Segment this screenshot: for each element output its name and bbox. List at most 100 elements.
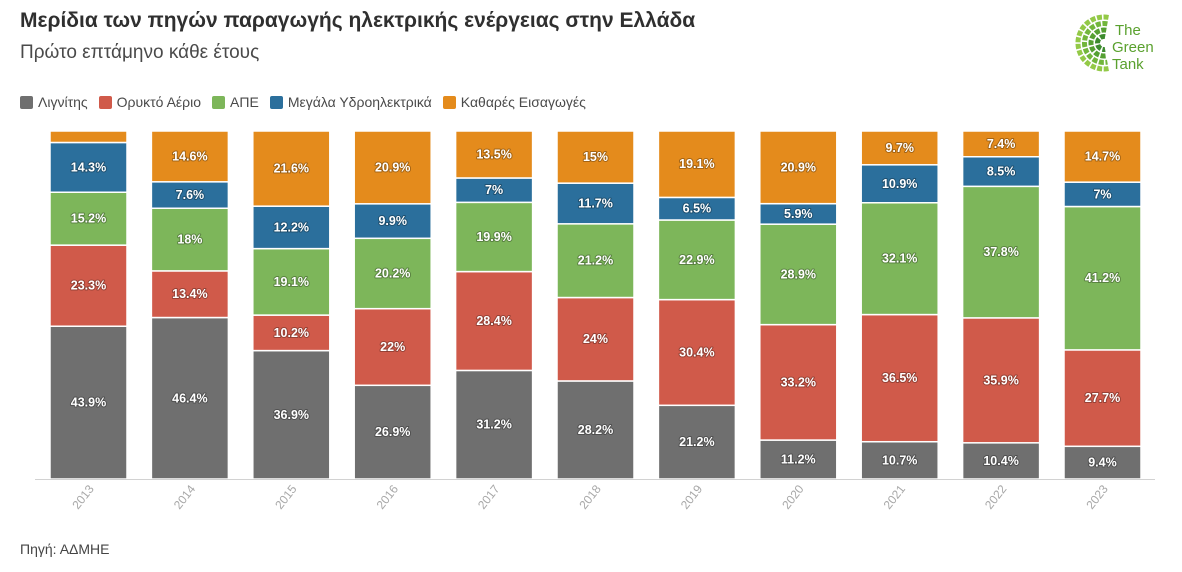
data-label-value: 20.2 <box>375 266 399 280</box>
data-label-value: 20.9 <box>781 160 805 174</box>
data-label-value: 27.7 <box>1085 391 1109 405</box>
data-label-renewables-2016: 20.2% <box>375 266 410 280</box>
data-label-value: 13.5 <box>476 147 500 161</box>
data-label-value: 43.9 <box>71 396 95 410</box>
data-label-large-hydro-2018: 11.7% <box>578 196 613 210</box>
data-label-unit: % <box>492 183 503 197</box>
logo-text-line-3: Tank <box>1112 56 1144 73</box>
data-label-value: 14.7 <box>1085 150 1109 164</box>
data-label-value: 12.2 <box>274 220 298 234</box>
bar-segment-renewables-2016 <box>353 237 432 310</box>
data-label-unit: % <box>805 375 816 389</box>
data-label-lignite-2023: 9.4% <box>1088 456 1117 470</box>
data-label-renewables-2018: 21.2% <box>578 254 613 268</box>
x-tick-label-2013: 2013 <box>69 482 97 512</box>
bar-segment-lignite-2017 <box>454 369 534 480</box>
data-label-unit: % <box>700 202 711 216</box>
data-label-net-imports-2017: 13.5% <box>476 147 511 161</box>
data-label-large-hydro-2016: 9.9% <box>378 214 407 228</box>
data-label-large-hydro-2015: 12.2% <box>274 220 309 234</box>
data-label-unit: % <box>399 160 410 174</box>
data-label-unit: % <box>1008 454 1019 468</box>
data-label-net-imports-2022: 7.4% <box>987 137 1016 151</box>
data-label-lignite-2019: 21.2% <box>679 435 714 449</box>
data-label-lignite-2013: 43.9% <box>71 396 106 410</box>
data-label-value: 6.5 <box>683 202 700 216</box>
data-label-value: 11.2 <box>781 453 805 467</box>
data-label-value: 21.2 <box>578 254 602 268</box>
bar-segment-net-imports-2019 <box>657 130 737 199</box>
data-label-value: 24 <box>583 332 597 346</box>
data-label-large-hydro-2019: 6.5% <box>683 202 712 216</box>
data-label-renewables-2015: 19.1% <box>274 275 309 289</box>
data-label-unit: % <box>501 314 512 328</box>
data-label-value: 8.5 <box>987 165 1004 179</box>
logo-text-line-2: Green <box>1112 39 1154 56</box>
chart-subtitle: Πρώτο επτάμηνο κάθε έτους <box>20 42 260 63</box>
bar-segment-net-imports-2017 <box>454 130 534 179</box>
data-label-value: 21.6 <box>274 162 298 176</box>
data-label-natural-gas-2017: 28.4% <box>476 314 511 328</box>
bar-segment-lignite-2016 <box>353 384 432 480</box>
data-label-unit: % <box>903 141 914 155</box>
legend-item-large-hydro[interactable]: Μεγάλα Υδροηλεκτρικά <box>269 94 432 110</box>
data-label-large-hydro-2014: 7.6% <box>176 188 205 202</box>
data-label-renewables-2023: 41.2% <box>1085 271 1120 285</box>
data-label-value: 31.2 <box>476 418 500 432</box>
data-label-value: 14.6 <box>172 149 196 163</box>
data-label-natural-gas-2016: 22% <box>380 340 405 354</box>
bar-segment-net-imports-2015 <box>252 130 331 207</box>
data-label-unit: % <box>1008 373 1019 387</box>
data-label-unit: % <box>1008 245 1019 259</box>
the-green-tank-logo: The Green Tank <box>1075 14 1154 73</box>
legend-label-large-hydro: Μεγάλα Υδροηλεκτρικά <box>287 94 432 110</box>
logo-emblem-ring-2 <box>1088 27 1107 59</box>
data-label-unit: % <box>602 196 613 210</box>
bar-segment-natural-gas-2022 <box>961 317 1041 444</box>
data-label-natural-gas-2014: 13.4% <box>172 287 207 301</box>
data-label-lignite-2018: 28.2% <box>578 423 613 437</box>
data-label-unit: % <box>1109 271 1120 285</box>
data-label-unit: % <box>1106 456 1117 470</box>
data-label-value: 30.4 <box>679 345 703 359</box>
bar-segment-natural-gas-2017 <box>454 270 534 372</box>
x-tick-label-2018: 2018 <box>576 482 604 512</box>
data-label-value: 10.4 <box>983 454 1007 468</box>
legend-item-net-imports[interactable]: Καθαρές Εισαγωγές <box>442 94 586 110</box>
data-label-unit: % <box>1004 137 1015 151</box>
legend: Λιγνίτης Ορυκτό Αέριο ΑΠΕ Μεγάλα Υδροηλε… <box>20 94 586 110</box>
data-label-large-hydro-2017: 7% <box>485 183 503 197</box>
data-label-unit: % <box>298 408 309 422</box>
data-label-value: 9.4 <box>1088 456 1105 470</box>
bar-segment-natural-gas-2013 <box>49 244 128 327</box>
data-label-net-imports-2021: 9.7% <box>885 141 914 155</box>
data-label-natural-gas-2019: 30.4% <box>679 345 714 359</box>
logo-emblem-ring-3 <box>1082 21 1108 65</box>
data-label-unit: % <box>396 214 407 228</box>
data-label-natural-gas-2021: 36.5% <box>882 371 917 385</box>
legend-item-renewables[interactable]: ΑΠΕ <box>212 94 259 110</box>
data-label-unit: % <box>906 177 917 191</box>
x-tick-label-2023: 2023 <box>1083 482 1111 512</box>
data-label-value: 7.6 <box>176 188 193 202</box>
data-label-unit: % <box>95 279 106 293</box>
data-label-unit: % <box>298 275 309 289</box>
data-label-value: 10.9 <box>882 177 906 191</box>
data-label-unit: % <box>1100 187 1111 201</box>
legend-item-lignite[interactable]: Λιγνίτης <box>20 94 88 110</box>
data-label-lignite-2021: 10.7% <box>882 453 917 467</box>
data-label-value: 36.5 <box>882 371 906 385</box>
bar-segment-natural-gas-2019 <box>657 298 737 407</box>
data-label-unit: % <box>197 149 208 163</box>
data-label-value: 20.9 <box>375 160 399 174</box>
data-label-value: 32.1 <box>882 252 906 266</box>
data-label-value: 7 <box>1093 187 1100 201</box>
x-tick-label-2016: 2016 <box>374 482 402 512</box>
legend-item-natural-gas[interactable]: Ορυκτό Αέριο <box>98 94 201 110</box>
x-tick-label-2022: 2022 <box>982 482 1010 512</box>
data-label-value: 19.1 <box>274 275 298 289</box>
data-label-large-hydro-2020: 5.9% <box>784 207 813 221</box>
data-label-natural-gas-2015: 10.2% <box>274 326 309 340</box>
data-label-large-hydro-2022: 8.5% <box>987 165 1016 179</box>
legend-swatch-net-imports <box>442 95 456 109</box>
